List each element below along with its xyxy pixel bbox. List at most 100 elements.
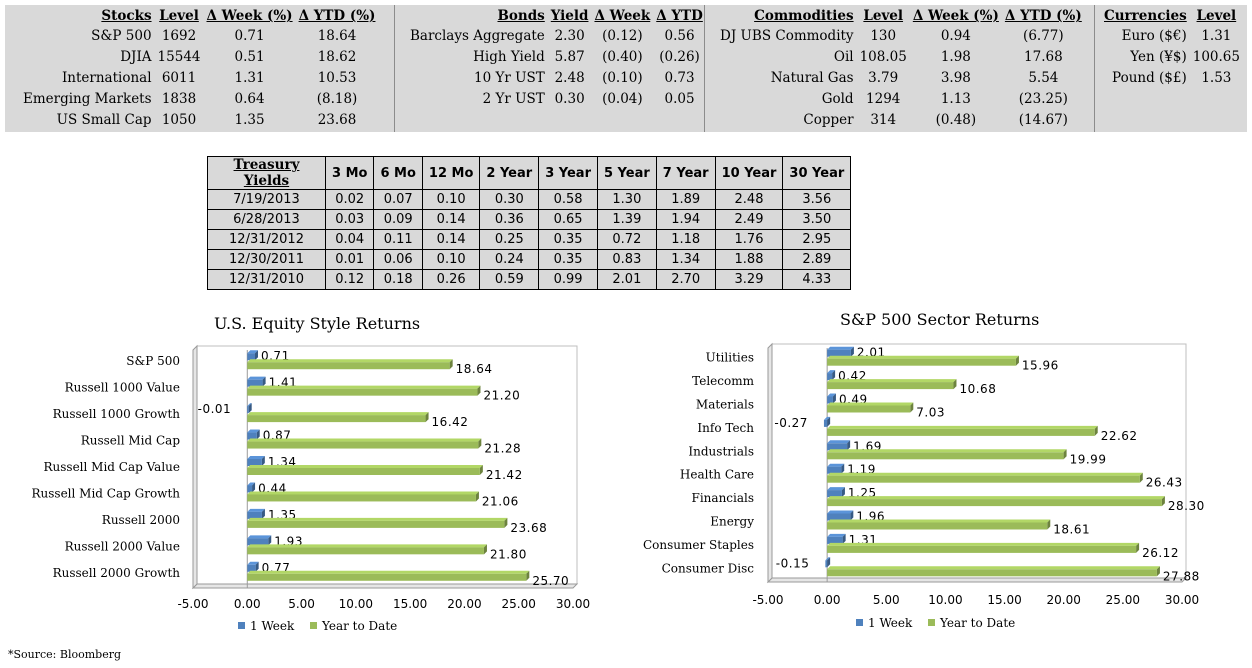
treasury-cell: 0.83 — [596, 249, 657, 270]
ytd-bar — [827, 405, 911, 413]
treasury-cell: 3.56 — [782, 189, 852, 210]
bar-end-face — [248, 403, 252, 414]
week-bar — [825, 560, 828, 568]
bonds-header-row: Bonds Yield Δ Week Δ YTD — [407, 7, 706, 25]
category-label: Russell 2000 — [102, 513, 180, 527]
bar-top-face — [827, 496, 1165, 500]
category-label: Russell Mid Cap Growth — [32, 486, 181, 500]
stocks-cell: 10.53 — [317, 69, 357, 86]
bar-top-face — [247, 465, 483, 468]
bar-top-face — [247, 544, 487, 548]
currencies-cell: 1.53 — [1201, 69, 1232, 86]
tick-label: 10.00 — [928, 593, 962, 607]
bar-end-face — [850, 510, 854, 521]
data-label: 7.03 — [916, 406, 945, 420]
currencies-header-cell: Level — [1196, 8, 1237, 24]
bar-end-face — [953, 379, 957, 390]
style-chart-title: U.S. Equity Style Returns — [214, 314, 421, 333]
commodities-cell: 314 — [870, 111, 897, 128]
commodities-header-cell: Δ YTD (%) — [1004, 8, 1082, 24]
stocks-cell: S&P 500 — [91, 27, 152, 44]
table-row: Barclays Aggregate 2.30 (0.12) 0.56 — [407, 25, 706, 46]
bar-top-face — [827, 519, 1051, 523]
treasury-cell: 0.03 — [324, 209, 375, 230]
stocks-cell: 1.35 — [234, 111, 265, 128]
legend-week-swatch — [238, 622, 245, 629]
treasury-cell: 4.33 — [782, 269, 852, 290]
data-label: -0.01 — [198, 402, 232, 416]
tick-label: 15.00 — [987, 593, 1021, 607]
bar-top-face — [247, 570, 530, 574]
table-row: 12/31/2012 0.04 0.11 0.14 0.25 0.35 0.72 1.18 1.… — [207, 229, 852, 250]
category-label: Russell 2000 Value — [65, 539, 180, 553]
bar-end-face — [504, 517, 508, 528]
data-label: 21.42 — [486, 468, 523, 482]
treasury-cell: 0.72 — [596, 229, 657, 250]
commodities-cell: 3.98 — [940, 69, 971, 86]
ytd-bar — [247, 415, 426, 423]
tick-label: 20.00 — [447, 597, 481, 611]
treasury-cell: 0.06 — [373, 249, 423, 270]
tick-label: 5.00 — [873, 593, 900, 607]
table-row: Pound ($£) 1.53 — [1101, 67, 1243, 88]
bar-end-face — [910, 402, 914, 413]
treasury-cell: 0.99 — [538, 269, 598, 290]
table-row: High Yield 5.87 (0.40) (0.26) — [407, 46, 706, 67]
bar-top-face — [827, 370, 836, 374]
legend-ytd-swatch — [310, 622, 317, 629]
data-label: -0.15 — [776, 556, 810, 570]
bonds-header-cell: Δ YTD — [656, 8, 703, 24]
category-label: Russell Mid Cap Value — [43, 460, 180, 474]
legend-label: Year to Date — [939, 616, 1015, 630]
category-label: Russell 2000 Growth — [53, 566, 181, 580]
bar-end-face — [1136, 542, 1140, 553]
bar-top-face — [247, 517, 508, 521]
commodities-cell: 108.05 — [859, 48, 907, 65]
bar-end-face — [252, 482, 256, 493]
bar-top-face — [247, 412, 429, 416]
ytd-bar — [827, 522, 1048, 530]
legend-ytd-swatch — [928, 619, 935, 626]
bar-top-face — [247, 350, 258, 354]
tick-label: -5.00 — [752, 593, 783, 607]
data-label: 21.80 — [490, 547, 527, 561]
ytd-bar — [247, 362, 450, 370]
stocks-cell: International — [61, 69, 152, 86]
bar-end-face — [1094, 425, 1098, 436]
week-bar — [827, 373, 833, 381]
table-row: Emerging Markets 1838 0.64 (8.18) — [20, 88, 378, 109]
table-row: 12/31/2010 0.12 0.18 0.26 0.59 0.99 2.01 2.70 3.… — [207, 269, 852, 290]
ytd-bar — [247, 573, 527, 581]
commodities-cell: 1294 — [866, 90, 901, 107]
category-label: Consumer Staples — [643, 538, 754, 552]
currencies-cell: 100.65 — [1192, 48, 1240, 65]
week-bar — [247, 353, 255, 361]
stocks-cell: 6011 — [161, 69, 197, 86]
bar-top-face — [247, 429, 260, 433]
bar-top-face — [827, 346, 854, 350]
tick-label: 25.00 — [502, 597, 536, 611]
week-bar — [247, 511, 262, 519]
bar-top-face — [827, 510, 854, 514]
bonds-cell: 0.30 — [554, 90, 585, 107]
currencies-cell: Yen (¥$) — [1130, 48, 1187, 65]
category-label: Consumer Disc — [662, 561, 755, 575]
chart-side-wall — [767, 342, 773, 584]
treasury-cell: 0.36 — [479, 209, 540, 230]
bar-top-face — [827, 379, 957, 383]
bar-end-face — [841, 463, 845, 474]
bonds-cell: (0.10) — [602, 69, 643, 86]
table-row: 12/30/2011 0.01 0.06 0.10 0.24 0.35 0.83 1.34 1.… — [207, 249, 852, 270]
bar-top-face — [247, 482, 256, 486]
stocks-cell: (8.18) — [316, 90, 358, 107]
bonds-cell: (0.04) — [602, 90, 643, 107]
bonds-header-cell: Yield — [550, 8, 589, 24]
data-label: 28.30 — [1168, 499, 1205, 513]
bar-end-face — [842, 533, 846, 544]
week-bar — [827, 349, 851, 357]
data-label: 26.12 — [1142, 546, 1179, 560]
category-label: Russell 1000 Growth — [53, 407, 181, 421]
bonds-cell: 0.56 — [664, 27, 695, 44]
treasury-cell: 12/31/2010 — [207, 269, 326, 290]
